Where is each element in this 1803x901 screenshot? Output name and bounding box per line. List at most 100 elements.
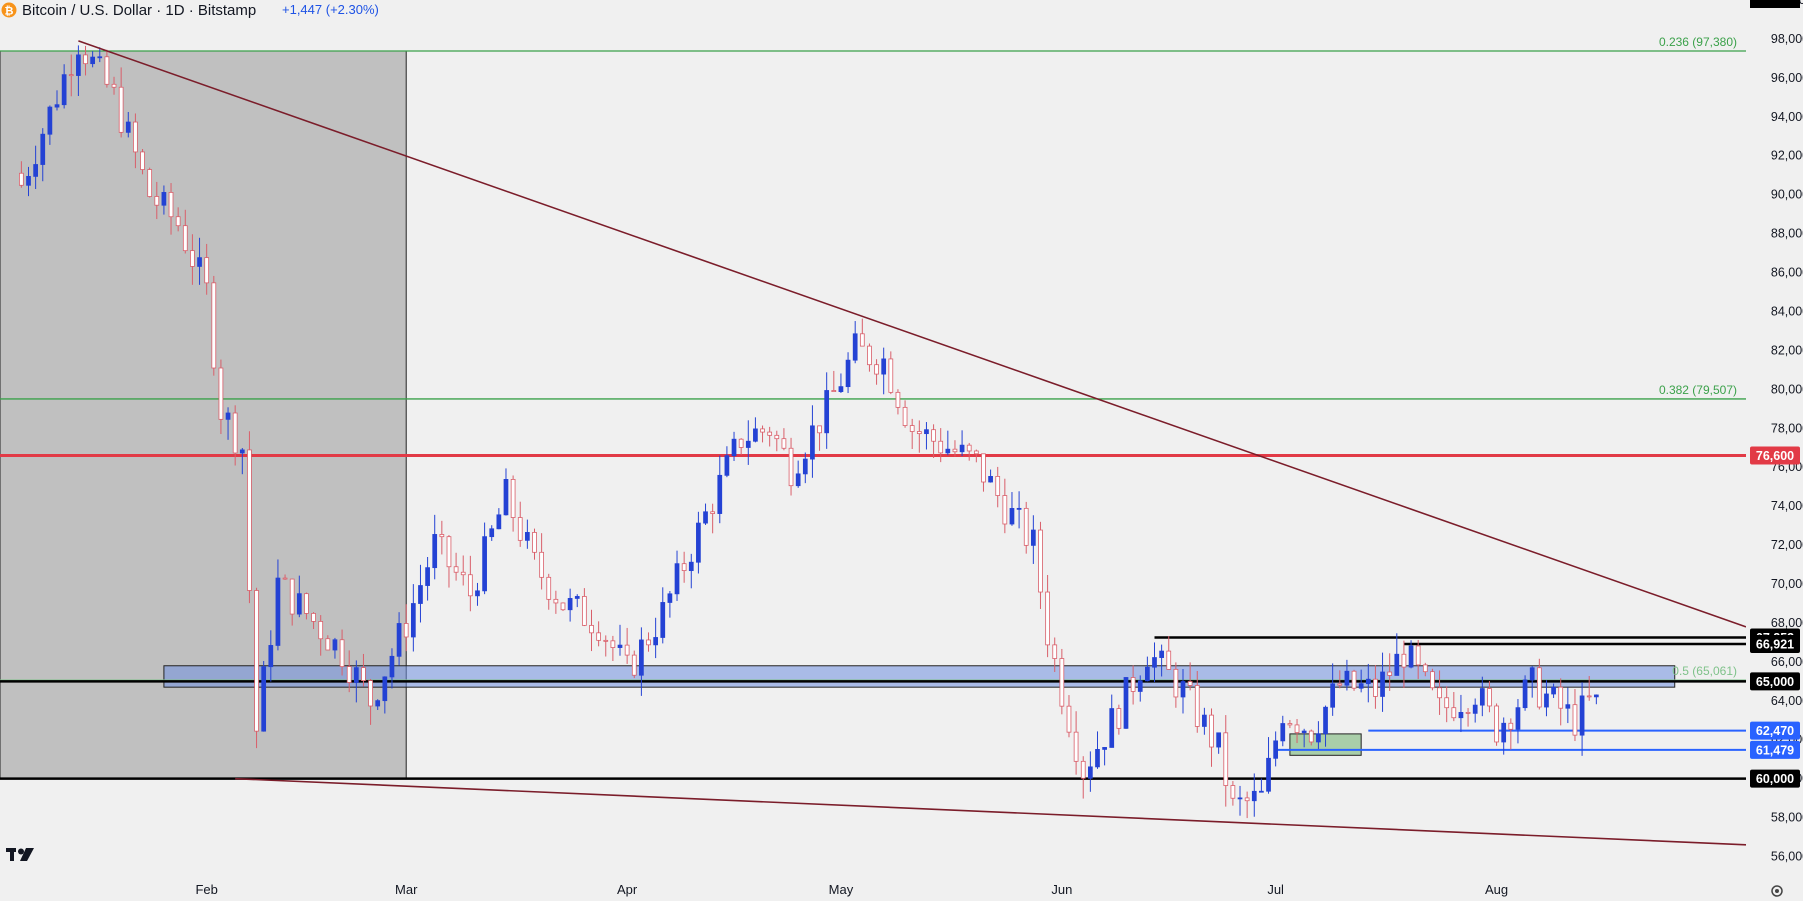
candle-body <box>1415 645 1421 666</box>
price-tick-label: 78,000 <box>1771 421 1803 435</box>
candle-body <box>296 593 302 615</box>
candle-body <box>1529 667 1535 681</box>
price-tag <box>1750 446 1800 465</box>
candle-body <box>261 666 267 732</box>
candle-body <box>182 225 188 252</box>
candle-body <box>19 172 24 186</box>
candle-body <box>389 655 395 678</box>
candle-body <box>254 590 259 732</box>
time-axis[interactable]: Feb Mar Apr May Jun Jul Aug <box>0 876 1803 901</box>
candle-body <box>1230 785 1236 799</box>
candle-body <box>959 444 965 453</box>
candle-body <box>931 429 936 442</box>
candle-body <box>945 448 951 454</box>
price-tick-label: 88,000 <box>1771 227 1803 241</box>
candle-body <box>375 700 381 707</box>
candle-body <box>218 367 224 420</box>
candle-body <box>1180 681 1186 698</box>
candle-body <box>1030 529 1036 546</box>
candle-body <box>1572 704 1578 736</box>
candle-body <box>1130 677 1136 692</box>
candle-body <box>1123 677 1129 729</box>
bitcoin-icon-glyph: ₿ <box>5 6 14 18</box>
candle-body <box>1073 731 1079 762</box>
price-change: +1,447 (+2.30%) <box>282 2 379 17</box>
candle-body <box>410 603 416 638</box>
candle-body <box>1194 685 1200 727</box>
candle-body <box>1109 708 1115 748</box>
price-tag-label: 76,600 <box>1756 449 1794 463</box>
candle-body <box>1558 686 1564 709</box>
candle-body <box>824 390 830 434</box>
candle-body <box>1479 688 1485 706</box>
candle-body <box>1059 658 1065 707</box>
candle-body <box>1330 683 1336 708</box>
price-tag <box>1750 672 1800 691</box>
zones-layer <box>0 50 1676 780</box>
candle-body <box>482 536 487 592</box>
candle-body <box>1508 722 1514 730</box>
price-tick-label: 98,000 <box>1771 32 1803 46</box>
candle-body <box>988 476 993 483</box>
candle-body <box>289 578 295 615</box>
candle-body <box>738 438 744 448</box>
price-tag-top <box>1750 0 1800 8</box>
candle-body <box>1116 708 1122 729</box>
candle-body <box>532 532 537 553</box>
candle-body <box>1002 495 1008 525</box>
candle-body <box>1102 747 1107 750</box>
candle-body <box>525 532 530 541</box>
candle-body <box>653 637 659 646</box>
candle-body <box>1515 707 1521 730</box>
candle-body <box>802 458 808 475</box>
candle-body <box>1016 507 1022 510</box>
candle-body <box>788 447 794 487</box>
tradingview-logo-icon[interactable] <box>6 848 34 861</box>
candle-body <box>467 574 473 597</box>
candle-body <box>560 602 566 611</box>
chart-header: ₿ Bitcoin / U.S. Dollar · 1D · Bitstamp … <box>1 2 379 19</box>
candle-body <box>161 192 167 206</box>
candle-body <box>47 106 53 135</box>
candle-body <box>1565 704 1571 709</box>
candle-body <box>76 54 81 76</box>
fib-level-label: 0.5 (65,061) <box>1672 664 1737 678</box>
candle-body <box>553 598 559 604</box>
candle-body <box>475 590 480 597</box>
candle-body <box>1422 664 1428 673</box>
candle-body <box>1159 650 1164 658</box>
candle-body <box>453 566 459 573</box>
candle-body <box>1066 705 1072 733</box>
candle-body <box>61 74 67 106</box>
candle-body <box>1237 797 1243 800</box>
candle-body <box>881 358 887 375</box>
candle-body <box>26 175 31 186</box>
candle-body <box>902 406 908 426</box>
candle-body <box>1095 749 1100 768</box>
candle-body <box>403 623 409 638</box>
candle-body <box>1387 671 1393 676</box>
time-tick-label: Apr <box>617 882 638 897</box>
candle-body <box>567 598 573 611</box>
candle-body <box>104 56 110 85</box>
candle-body <box>1408 645 1414 668</box>
price-tick-label: 86,000 <box>1771 266 1803 280</box>
gear-icon[interactable] <box>1771 885 1783 897</box>
candle-body <box>318 621 324 640</box>
candle-body <box>1273 740 1279 759</box>
candle-body <box>1038 529 1043 593</box>
time-tick-label: May <box>829 882 854 897</box>
price-tag <box>1750 721 1800 740</box>
candle-body <box>418 585 423 604</box>
candle-body <box>660 602 666 638</box>
candle-body <box>282 577 288 580</box>
candle-body <box>745 440 751 448</box>
bitcoin-icon <box>1 2 17 18</box>
candle-body <box>1301 730 1307 733</box>
candle-body <box>168 192 174 218</box>
candle-body <box>582 596 587 626</box>
candle-body <box>1323 706 1328 735</box>
candle-body <box>446 536 452 568</box>
candle-body <box>460 571 466 576</box>
